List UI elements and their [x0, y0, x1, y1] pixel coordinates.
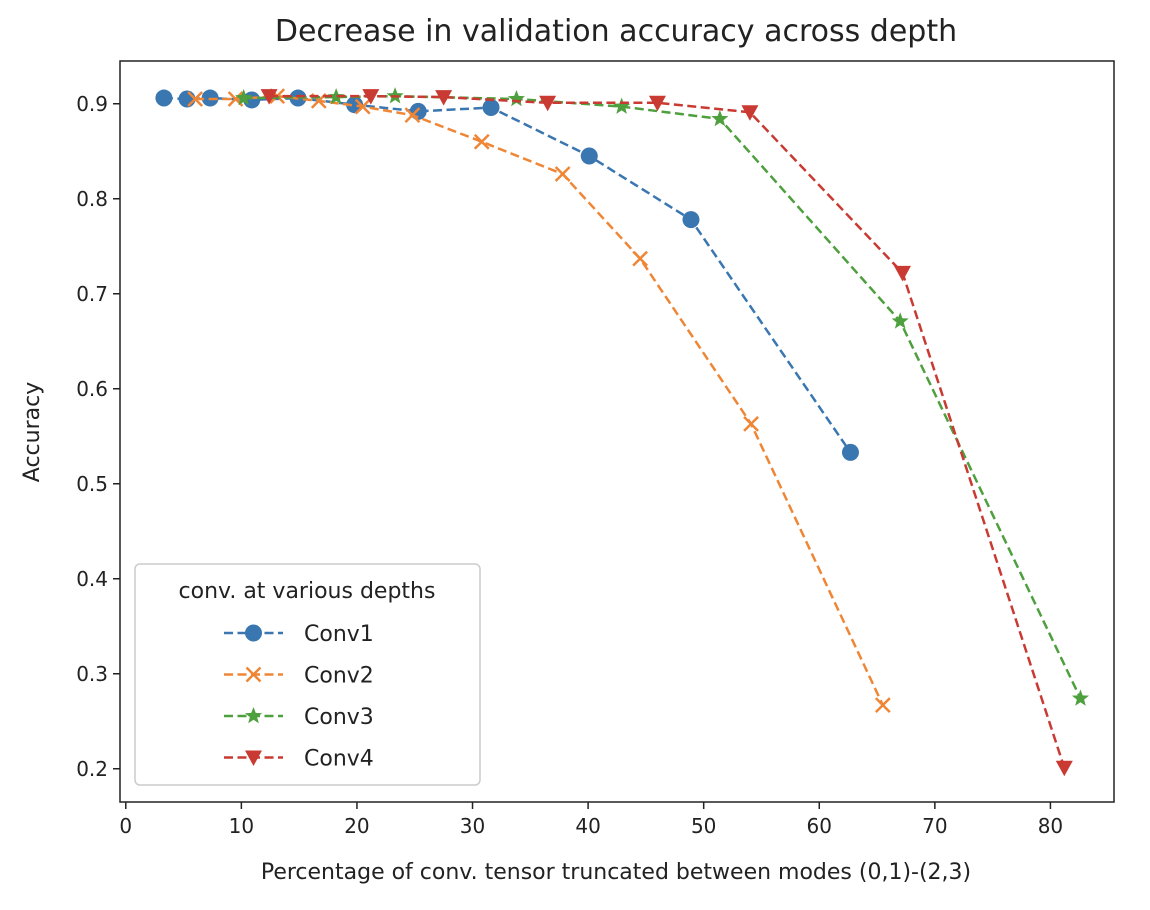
series-layer	[155, 87, 1090, 777]
data-point-conv3	[891, 312, 909, 329]
y-tick-label: 0.5	[76, 472, 108, 496]
data-point-conv2	[743, 416, 759, 432]
x-tick-label: 30	[460, 814, 485, 838]
legend-marker-conv2	[245, 666, 262, 683]
x-tick-label: 20	[344, 814, 369, 838]
y-tick-label: 0.2	[76, 757, 108, 781]
series-line-conv4	[269, 94, 1066, 769]
data-point-conv1	[482, 99, 500, 117]
data-point-conv2	[354, 98, 371, 115]
data-point-conv4	[260, 89, 278, 105]
data-point-conv4	[648, 95, 666, 112]
y-tick-label: 0.3	[76, 662, 108, 686]
data-point-conv3	[1071, 689, 1090, 706]
x-axis-label: Percentage of conv. tensor truncated bet…	[261, 860, 971, 885]
legend-entry-conv1: Conv1	[224, 622, 374, 647]
y-tick-label: 0.7	[76, 282, 108, 306]
data-point-conv1	[178, 90, 196, 108]
data-point-conv3	[711, 109, 729, 127]
legend-marker-conv3	[244, 707, 263, 724]
data-point-conv2	[473, 133, 490, 150]
data-point-conv1	[682, 211, 700, 229]
data-point-conv4	[435, 90, 453, 106]
legend-label-conv2: Conv2	[304, 664, 374, 689]
data-point-conv2	[187, 91, 204, 107]
data-point-conv3	[327, 88, 345, 105]
legend-label-conv4: Conv4	[304, 747, 374, 772]
legend-title: conv. at various depths	[179, 579, 436, 604]
x-tick-label: 0	[119, 814, 132, 838]
y-tick-label: 0.8	[76, 187, 108, 211]
data-point-conv4	[741, 105, 759, 121]
y-axis: 0.2 0.3 0.4 0.5 0.6 0.7 0.8 0.9	[76, 92, 120, 781]
data-point-conv2	[554, 166, 571, 182]
legend-entry-conv3: Conv3	[224, 705, 374, 730]
data-point-conv2	[874, 697, 891, 713]
x-tick-label: 50	[691, 814, 716, 838]
data-point-conv4	[893, 265, 911, 282]
y-tick-label: 0.4	[76, 567, 108, 591]
legend-entry-conv2: Conv2	[224, 664, 374, 689]
series-conv4	[260, 89, 1073, 777]
y-tick-label: 0.6	[76, 377, 108, 401]
legend-entry-conv4: Conv4	[224, 747, 374, 772]
data-point-conv1	[841, 443, 859, 461]
legend-marker-conv4	[245, 750, 262, 766]
data-point-conv3	[507, 90, 525, 107]
data-point-conv3	[613, 97, 631, 114]
y-axis-label: Accuracy	[20, 382, 45, 482]
data-point-conv4	[362, 89, 380, 105]
legend-label-conv3: Conv3	[304, 705, 374, 730]
data-point-conv1	[155, 89, 173, 107]
legend-label-conv1: Conv1	[304, 622, 374, 647]
data-point-conv4	[1055, 760, 1073, 777]
x-tick-label: 60	[807, 814, 832, 838]
data-point-conv4	[539, 95, 557, 112]
legend-marker-conv1	[245, 624, 262, 642]
x-tick-label: 40	[575, 814, 600, 838]
x-axis: 0 10 20 30 40 50 60 70 80	[119, 802, 1063, 838]
legend-entries: Conv1 Conv2 Conv3 Conv4	[224, 622, 374, 772]
data-point-conv2	[404, 107, 421, 124]
x-tick-label: 80	[1038, 814, 1063, 838]
data-point-conv1	[580, 147, 598, 165]
y-tick-label: 0.9	[76, 92, 108, 116]
data-point-conv2	[632, 250, 648, 267]
x-tick-label: 70	[922, 814, 947, 838]
legend: conv. at various depths Conv1Conv2Conv3C…	[134, 563, 481, 786]
chart-title: Decrease in validation accuracy across d…	[275, 14, 957, 49]
data-point-conv3	[235, 89, 253, 106]
x-tick-label: 10	[229, 814, 254, 838]
legend-box	[134, 563, 481, 786]
